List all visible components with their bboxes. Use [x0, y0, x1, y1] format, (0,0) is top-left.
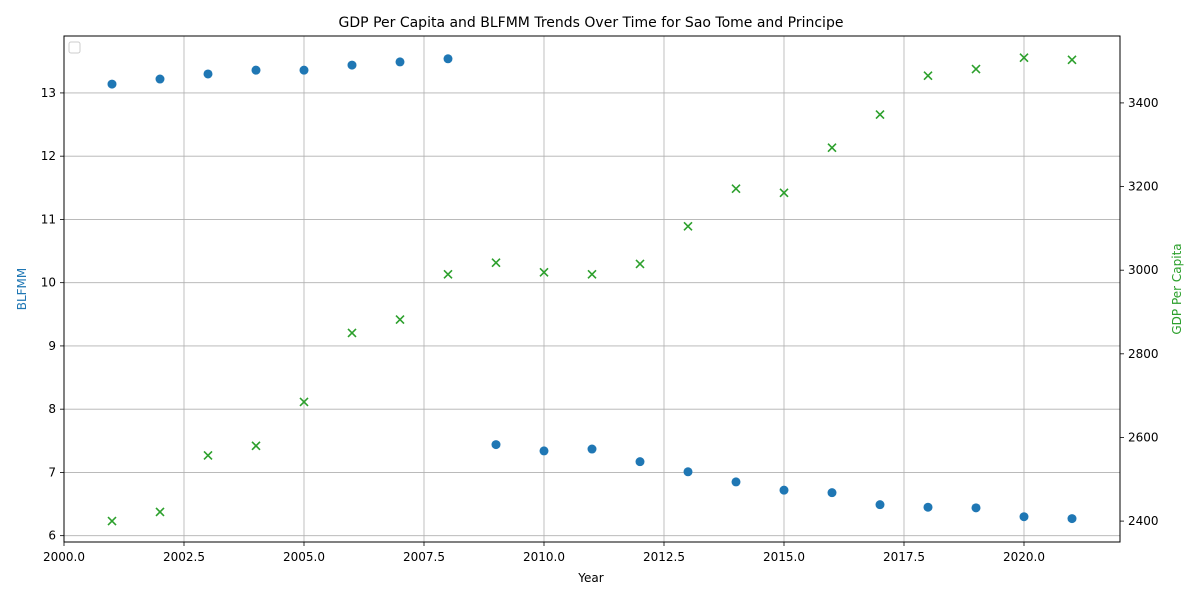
gdp-marker-stroke [251, 441, 261, 451]
gdp-per-capita-point [395, 314, 405, 325]
gdp-marker-stroke [1019, 53, 1029, 63]
gdp-marker-stroke [155, 507, 165, 517]
blfmm-point [731, 477, 741, 487]
grid [63, 36, 1120, 542]
gdp-marker-stroke [779, 188, 789, 198]
blfmm-point [683, 467, 693, 477]
x-tick-label: 2012.5 [643, 550, 685, 564]
gdp-per-capita-point [923, 71, 933, 81]
blfmm-point [539, 446, 549, 456]
gdp-marker-stroke [203, 450, 213, 461]
gdp-per-capita-point [1019, 53, 1029, 63]
gdp-per-capita-point [347, 328, 357, 338]
y-left-tick-label: 7 [48, 465, 56, 479]
gdp-marker-stroke [539, 267, 549, 277]
x-tick-label: 2005.0 [283, 550, 325, 564]
gdp-per-capita-point [443, 269, 453, 279]
gdp-marker-stroke [443, 269, 453, 279]
blfmm-point [1019, 512, 1029, 522]
axes: 2000.0 2002.5 2005.0 2007.5 2010.0 2012.5 2015… [41, 86, 1159, 564]
plot-area [63, 35, 1121, 543]
gdp-marker-stroke [587, 269, 597, 279]
gdp-per-capita-point [683, 221, 693, 231]
gdp-per-capita-point [491, 258, 501, 268]
y-axis-title-right: GDP Per Capita [1170, 243, 1184, 334]
data-marks [107, 53, 1077, 526]
gdp-marker-stroke [731, 184, 741, 194]
y-left-tick-label: 9 [48, 339, 56, 353]
blfmm-point [347, 60, 357, 70]
blfmm-point [827, 488, 837, 498]
blfmm-point [443, 54, 453, 64]
gdp-marker-stroke [923, 71, 933, 81]
gdp-marker-stroke [107, 516, 117, 526]
gdp-per-capita-point [827, 143, 837, 153]
y-right-tick-label: 3400 [1128, 96, 1159, 110]
gdp-marker-stroke [491, 258, 501, 268]
y-left-tick-label: 6 [48, 529, 56, 543]
gdp-per-capita-point [875, 110, 885, 120]
y-right-tick-label: 3200 [1128, 180, 1159, 194]
chart-title: GDP Per Capita and BLFMM Trends Over Tim… [339, 15, 844, 31]
gdp-marker-stroke [683, 221, 693, 231]
x-tick-label: 2015.0 [763, 550, 805, 564]
gdp-per-capita-point [779, 188, 789, 198]
gdp-marker-stroke [1067, 55, 1077, 65]
y-left-tick-label: 8 [48, 402, 56, 416]
blfmm-point [779, 485, 789, 495]
blfmm-point [299, 65, 309, 75]
gdp-marker-stroke [395, 314, 405, 325]
y-left-tick-label: 10 [41, 276, 56, 290]
blfmm-point [491, 440, 501, 450]
gdp-per-capita-point [971, 64, 981, 74]
blfmm-point [971, 503, 981, 513]
y-axis-title-left: BLFMM [15, 268, 29, 311]
gdp-per-capita-point [203, 450, 213, 461]
blfmm-point [395, 57, 405, 67]
x-tick-label: 2017.5 [883, 550, 925, 564]
blfmm-point [203, 69, 213, 79]
gdp-per-capita-point [299, 397, 309, 407]
blfmm-point [587, 444, 597, 454]
blfmm-point [635, 457, 645, 467]
y-left-tick-label: 12 [41, 149, 56, 163]
blfmm-point [251, 65, 261, 75]
x-tick-label: 2007.5 [403, 550, 445, 564]
gdp-per-capita-point [155, 507, 165, 517]
gdp-per-capita-point [635, 259, 645, 269]
blfmm-point [875, 500, 885, 510]
x-tick-label: 2020.0 [1003, 550, 1045, 564]
gdp-per-capita-point [731, 184, 741, 194]
gdp-per-capita-point [107, 516, 117, 526]
blfmm-point [923, 502, 933, 512]
gdp-per-capita-point [539, 267, 549, 277]
x-tick-label: 2002.5 [163, 550, 205, 564]
y-right-tick-label: 2800 [1128, 347, 1159, 361]
y-right-tick-label: 2600 [1128, 430, 1159, 444]
y-right-tick-label: 2400 [1128, 514, 1159, 528]
gdp-marker-stroke [347, 328, 357, 338]
y-right-tick-label: 3000 [1128, 263, 1159, 277]
gdp-per-capita-point [587, 269, 597, 279]
blfmm-point [1067, 514, 1077, 524]
gdp-per-capita-point [1067, 55, 1077, 65]
blfmm-point [155, 74, 165, 84]
y-left-tick-label: 11 [41, 212, 56, 226]
gdp-per-capita-point [251, 441, 261, 451]
x-axis-title: Year [577, 571, 603, 585]
gdp-marker-stroke [299, 397, 309, 407]
gdp-marker-stroke [635, 259, 645, 269]
x-tick-label: 2000.0 [43, 550, 85, 564]
legend-box [68, 41, 81, 54]
x-tick-label: 2010.0 [523, 550, 565, 564]
gdp-marker-stroke [875, 110, 885, 120]
y-left-tick-label: 13 [41, 86, 56, 100]
gdp-marker-stroke [827, 143, 837, 153]
gdp-marker-stroke [971, 64, 981, 74]
blfmm-point [107, 79, 117, 89]
